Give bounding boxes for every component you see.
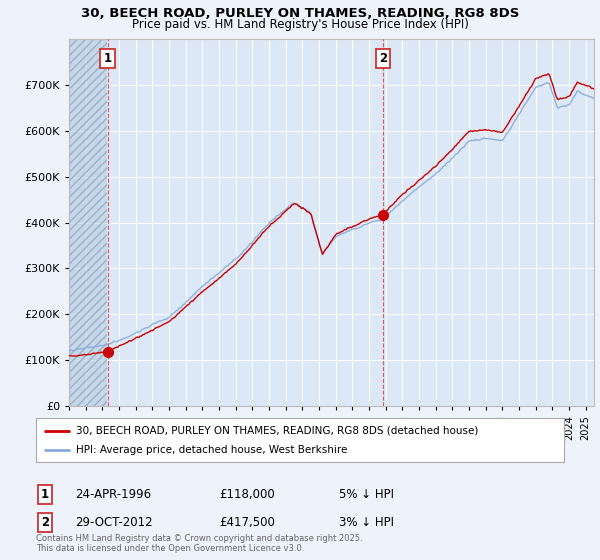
Text: HPI: Average price, detached house, West Berkshire: HPI: Average price, detached house, West… <box>76 445 347 455</box>
Bar <box>69 39 107 406</box>
Text: 24-APR-1996: 24-APR-1996 <box>75 488 151 501</box>
Text: Contains HM Land Registry data © Crown copyright and database right 2025.
This d: Contains HM Land Registry data © Crown c… <box>36 534 362 553</box>
Text: 30, BEECH ROAD, PURLEY ON THAMES, READING, RG8 8DS (detached house): 30, BEECH ROAD, PURLEY ON THAMES, READIN… <box>76 426 478 436</box>
Text: 2: 2 <box>41 516 49 529</box>
Text: £118,000: £118,000 <box>219 488 275 501</box>
Text: Price paid vs. HM Land Registry's House Price Index (HPI): Price paid vs. HM Land Registry's House … <box>131 18 469 31</box>
Bar <box>69 39 107 406</box>
Text: 1: 1 <box>103 52 112 65</box>
Text: 3% ↓ HPI: 3% ↓ HPI <box>339 516 394 529</box>
Text: 2: 2 <box>379 52 387 65</box>
Text: 1: 1 <box>41 488 49 501</box>
Text: 30, BEECH ROAD, PURLEY ON THAMES, READING, RG8 8DS: 30, BEECH ROAD, PURLEY ON THAMES, READIN… <box>81 7 519 20</box>
Text: 29-OCT-2012: 29-OCT-2012 <box>75 516 152 529</box>
Text: 5% ↓ HPI: 5% ↓ HPI <box>339 488 394 501</box>
Text: £417,500: £417,500 <box>219 516 275 529</box>
